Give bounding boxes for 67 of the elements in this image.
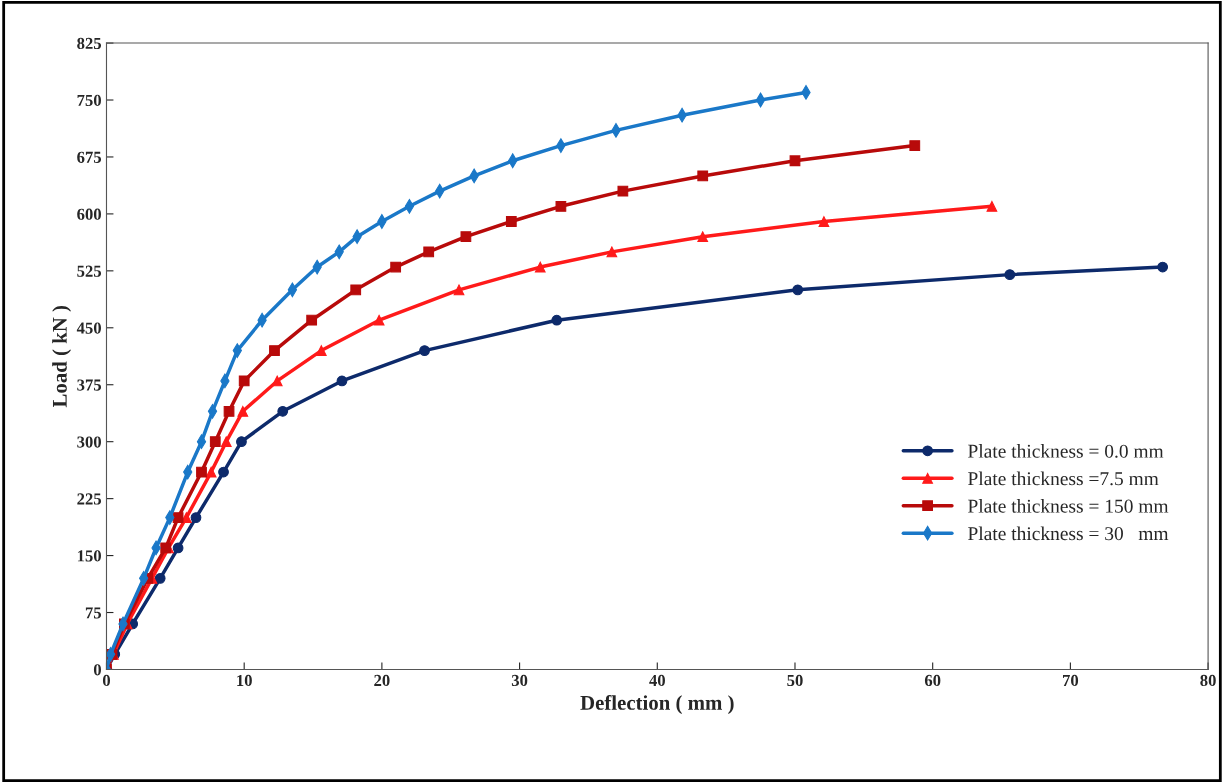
point xyxy=(1157,261,1169,273)
y-axis-title: Load ( kN ) xyxy=(52,305,72,408)
point xyxy=(986,200,998,212)
point xyxy=(551,314,563,326)
y-tick-label: 375 xyxy=(77,379,102,391)
point xyxy=(373,314,385,326)
legend-label: Plate thickness =7.5 mm xyxy=(968,471,1159,486)
point xyxy=(697,170,709,182)
y-tick-label: 450 xyxy=(76,322,101,334)
x-axis-title: Deflection ( mm ) xyxy=(580,695,734,715)
point xyxy=(1004,269,1016,281)
point xyxy=(218,466,229,478)
point xyxy=(306,314,318,326)
point xyxy=(423,246,435,258)
point xyxy=(818,216,830,227)
point xyxy=(315,345,327,356)
x-tick-label: 70 xyxy=(1063,674,1079,687)
point xyxy=(209,436,221,448)
point xyxy=(390,261,402,273)
y-tick-label: 150 xyxy=(77,550,101,562)
point xyxy=(223,405,235,417)
point xyxy=(697,231,709,243)
point xyxy=(350,284,362,296)
point xyxy=(336,375,348,387)
x-tick-label: 0 xyxy=(102,674,111,687)
x-tick-label: 80 xyxy=(1200,674,1216,687)
point xyxy=(154,572,166,584)
point xyxy=(236,436,247,448)
y-tick-label: 825 xyxy=(77,37,102,50)
point xyxy=(277,405,289,417)
point xyxy=(419,345,430,356)
point xyxy=(453,284,465,296)
y-tick-label: 225 xyxy=(77,493,102,505)
y-tick-label: 750 xyxy=(77,94,101,106)
point xyxy=(190,512,202,523)
x-tick-label: 60 xyxy=(924,674,941,687)
x-tick-label: 40 xyxy=(649,674,665,687)
point xyxy=(269,345,280,356)
point xyxy=(505,216,517,227)
point xyxy=(237,405,249,417)
y-tick-label: 300 xyxy=(77,436,101,448)
point xyxy=(555,200,567,212)
legend-label: Plate thickness = 0.0 mm xyxy=(968,444,1164,458)
x-tick-label: 30 xyxy=(511,674,528,687)
legend-label: Plate thickness = 30 mm xyxy=(968,526,1169,541)
y-tick-label: 675 xyxy=(77,151,102,163)
point xyxy=(196,466,207,478)
point xyxy=(792,284,804,296)
y-tick-label: 75 xyxy=(85,607,102,619)
point xyxy=(460,231,472,243)
point xyxy=(172,512,184,523)
x-tick-label: 50 xyxy=(787,674,803,687)
point xyxy=(238,375,250,387)
point xyxy=(220,436,232,448)
point xyxy=(534,261,546,273)
x-tick-label: 10 xyxy=(237,674,252,687)
y-tick-label: 525 xyxy=(77,265,102,277)
y-tick-label: 600 xyxy=(77,208,101,220)
point xyxy=(909,140,921,151)
point xyxy=(617,185,629,197)
legend-label: Plate thickness = 150 mm xyxy=(968,499,1169,513)
point xyxy=(606,246,618,258)
point xyxy=(205,466,217,478)
x-tick-label: 20 xyxy=(374,674,390,687)
y-tick-label: 0 xyxy=(93,664,101,676)
point xyxy=(789,155,801,167)
point xyxy=(172,542,184,554)
